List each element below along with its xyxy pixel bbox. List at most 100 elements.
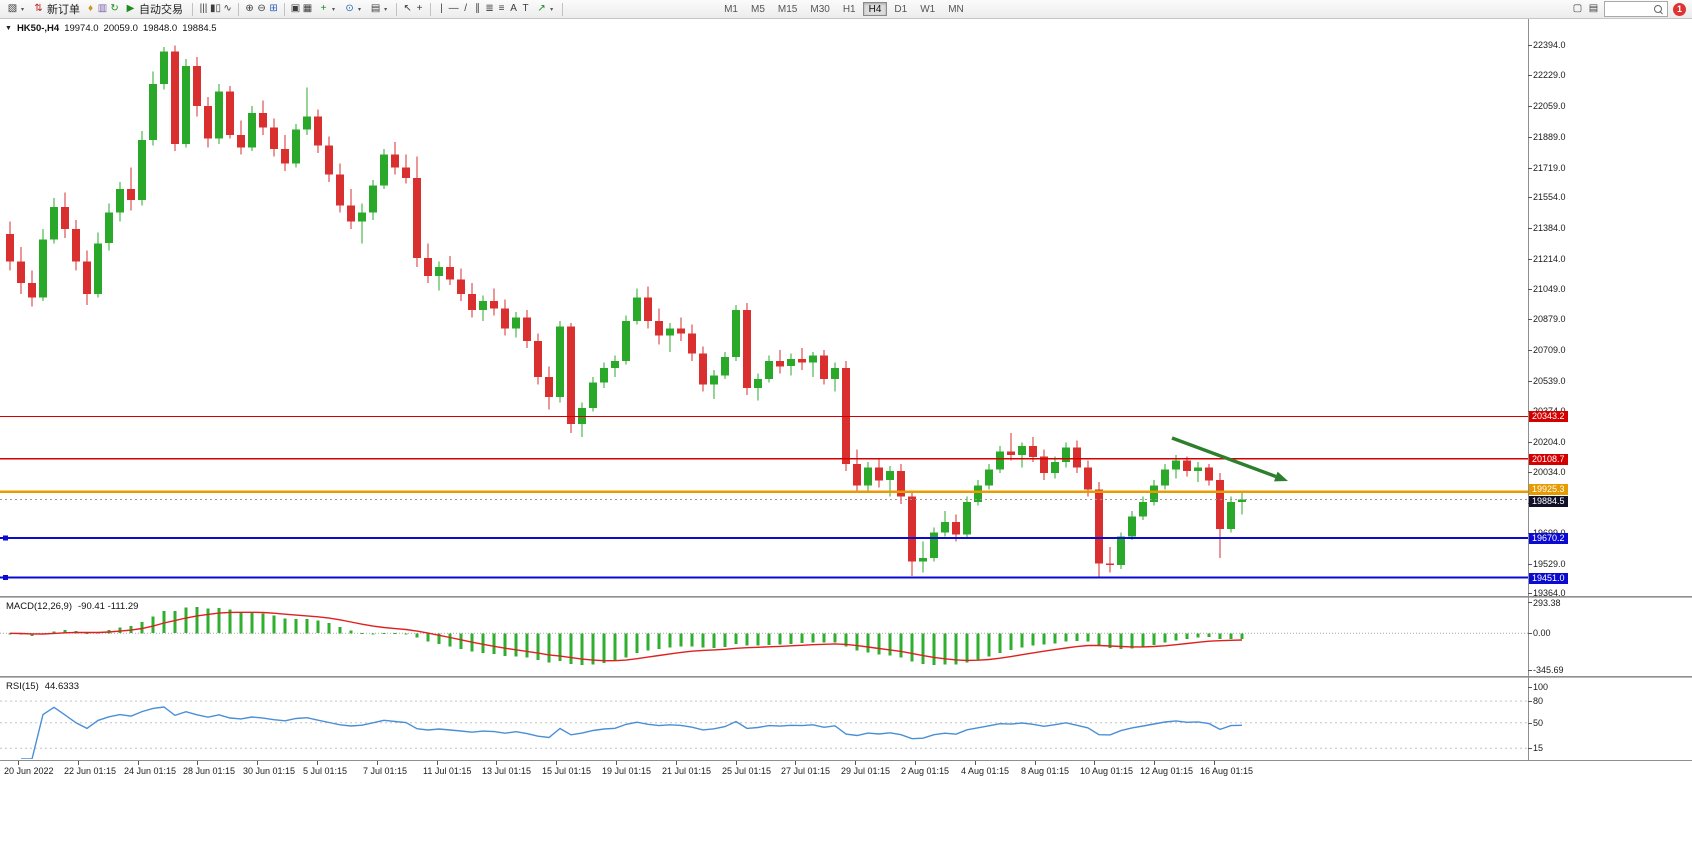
price-tick-label: 20539.0 [1533,376,1566,386]
price-line-label[interactable]: 19670.2 [1529,533,1568,544]
new-order-icon: ⇅ [34,3,43,14]
price-tick-label: 21384.0 [1533,223,1566,233]
bar-chart-icon[interactable]: ||| [199,3,208,14]
price-tick-label: 21554.0 [1533,192,1566,202]
time-tick [1094,761,1095,765]
price-tick-label: 21719.0 [1533,163,1566,173]
time-tick [736,761,737,765]
open-value: 19974.0 [64,23,99,34]
time-label: 22 Jun 01:15 [64,766,117,776]
timeframe-M5[interactable]: M5 [745,2,771,16]
macd-pane[interactable]: MACD(12,26,9) -90.41 -111.29 293.38 0.00 -… [0,598,1692,676]
levels-tool-icon[interactable]: ≡ [498,3,505,14]
price-tick-label: 19364.0 [1533,588,1566,598]
price-line-label[interactable]: 19925.3 [1529,484,1568,495]
notification-badge[interactable]: 1 [1673,2,1686,16]
channel-tool-icon[interactable]: ∥ [475,3,481,14]
pane-divider[interactable] [0,676,1692,679]
auto-trading-icon: ▶ [126,3,135,14]
candlestick-chart-icon[interactable]: ▮▯ [210,3,222,14]
period-button[interactable]: ⊙ ▾ [340,1,365,17]
rsi-pane[interactable]: RSI(15) 44.6333 100 80 50 15 [0,678,1692,759]
price-tick [1528,137,1532,138]
macd-canvas[interactable] [0,598,1528,676]
time-label: 20 Jun 2022 [4,766,54,776]
rsi-canvas[interactable] [0,678,1528,759]
metaeditor-icon[interactable]: ♦ [87,3,94,14]
time-label: 15 Jul 01:15 [542,766,592,776]
fibonacci-tool-icon[interactable]: ≣ [485,3,494,14]
data-window-icon[interactable]: ▣ [290,3,301,14]
cursor-icon[interactable]: ↖ [403,3,412,14]
timeframe-M1[interactable]: M1 [718,2,744,16]
price-line-label[interactable]: 20108.7 [1529,454,1568,465]
clock-icon: ⊙ [345,3,354,14]
price-tick-label: 21049.0 [1533,284,1566,294]
macd-axis-label: 0.00 [1533,628,1551,638]
time-label: 8 Aug 01:15 [1021,766,1070,776]
price-tick-label: 20204.0 [1533,437,1566,447]
shapes-tool-button[interactable]: ↗ ▾ [532,1,557,17]
candles [6,45,1246,578]
timeframe-H4[interactable]: H4 [862,2,888,16]
price-tick-label: 22059.0 [1533,101,1566,111]
time-tick [78,761,79,765]
label-tool-icon[interactable]: T [522,3,529,14]
refresh-icon[interactable]: ↻ [110,3,119,14]
timeframe-D1[interactable]: D1 [888,2,913,16]
timeframe-M15[interactable]: M15 [772,2,803,16]
trendline-tool-icon[interactable]: / [464,3,467,14]
search-box[interactable] [1604,1,1668,17]
help-icon[interactable]: ▤ [1588,3,1599,14]
trend-arrow[interactable] [1171,436,1288,482]
pane-divider[interactable] [0,596,1692,599]
add-indicator-button[interactable]: + ▾ [314,1,339,17]
new-order-button[interactable]: ⇅ 新订单 [29,1,84,17]
price-chart-canvas[interactable] [0,19,1528,596]
price-line-label[interactable]: 20343.2 [1529,411,1568,422]
timeframe-W1[interactable]: W1 [914,2,941,16]
zoom-out-icon[interactable]: ⊖ [257,3,266,14]
time-label: 19 Jul 01:15 [602,766,652,776]
navigator-icon[interactable]: ▦ [302,3,313,14]
line-chart-icon[interactable]: ∿ [223,3,232,14]
chart-window: ▼ HK50-,H4 19974.0 20059.0 19848.0 19884… [0,19,1692,843]
price-line-label[interactable]: 19451.0 [1529,573,1568,584]
tile-windows-icon[interactable]: ⊞ [269,3,278,14]
new-chart-button[interactable]: ▧ ▾ [3,1,28,17]
rsi-label: RSI(15) 44.6333 [6,681,79,692]
price-tick [1528,289,1532,290]
time-label: 21 Jul 01:15 [662,766,712,776]
time-tick [616,761,617,765]
toolbar-right-group: ▢ ▤ 1 [1572,1,1689,17]
text-tool-icon[interactable]: A [510,3,517,14]
zoom-in-icon[interactable]: ⊕ [245,3,254,14]
timeframe-MN[interactable]: MN [942,2,970,16]
price-pane[interactable]: ▼ HK50-,H4 19974.0 20059.0 19848.0 19884… [0,19,1692,598]
macd-tick [1528,670,1532,671]
macd-tick [1528,633,1532,634]
time-axis[interactable]: 20 Jun 2022 22 Jun 01:15 24 Jun 01:15 28 Ju… [0,760,1692,782]
crosshair-icon[interactable]: + [416,3,423,14]
time-tick [676,761,677,765]
horizontal-lines[interactable] [0,415,1528,581]
vertical-line-tool-icon[interactable]: | [440,3,443,14]
horizontal-line-tool-icon[interactable]: — [448,3,459,14]
time-label: 12 Aug 01:15 [1140,766,1194,776]
collapse-icon[interactable]: ▼ [5,25,12,32]
time-tick [1214,761,1215,765]
price-tick [1528,593,1532,594]
timeframe-M30[interactable]: M30 [804,2,835,16]
time-label: 25 Jul 01:15 [722,766,772,776]
search-input[interactable] [1608,3,1652,15]
template-button[interactable]: ▤ ▾ [366,1,391,17]
search-icon[interactable] [1654,5,1662,13]
chart-header: ▼ HK50-,H4 19974.0 20059.0 19848.0 19884… [5,23,217,34]
toolbar: ▧ ▾ ⇅ 新订单 ♦ ▥ ↻ ▶ 自动交易 ||| ▮▯ ∿ ⊕ ⊖ ⊞ ▣ … [0,0,1692,19]
rsi-title: RSI(15) [6,681,39,692]
timeframe-H1[interactable]: H1 [837,2,862,16]
terminal-icon[interactable]: ▥ [97,3,108,14]
auto-trading-button[interactable]: ▶ 自动交易 [121,1,187,17]
window-icon[interactable]: ▢ [1572,3,1583,14]
macd-title: MACD(12,26,9) [6,601,72,612]
